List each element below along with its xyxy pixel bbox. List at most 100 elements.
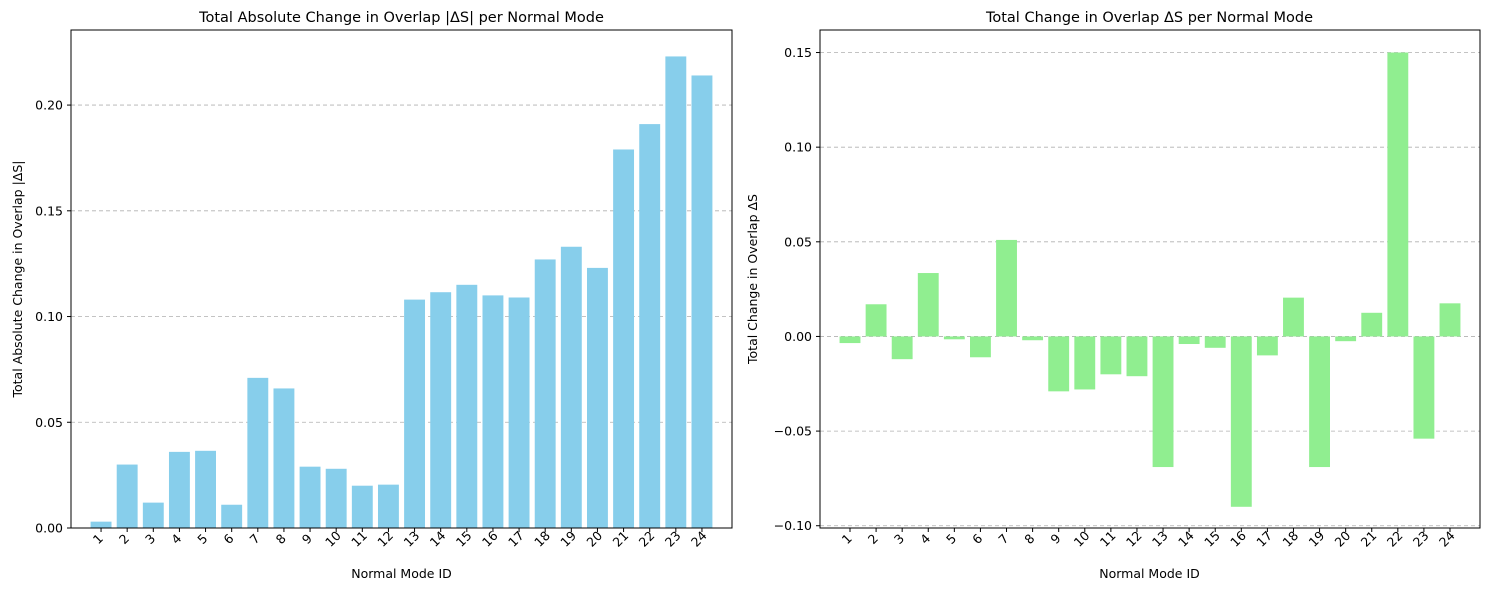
bar [1204,336,1226,348]
x-axis-label: Normal Mode ID [1099,566,1200,581]
bar [325,468,347,528]
bar [891,336,913,360]
bar [404,299,426,528]
bar [1413,336,1435,439]
x-tick-label: 24 [1436,528,1458,550]
x-tick-label: 3 [891,531,907,547]
x-tick-label: 11 [1097,528,1119,550]
x-axis-label: Normal Mode ID [351,566,452,581]
bar [996,239,1017,337]
x-tick-label: 7 [247,531,263,547]
chart-title: Total Change in Overlap ΔS per Normal Mo… [985,10,1313,26]
x-tick-label: 23 [1410,528,1432,550]
x-tick-label: 3 [142,531,158,547]
y-tick-label: 0.15 [35,203,63,218]
bar [430,292,452,528]
bar [142,502,164,528]
x-tick-label: 5 [943,531,959,547]
y-tick-label: 0.10 [35,309,63,324]
x-tick-label: 12 [1123,528,1145,550]
bar [377,484,399,528]
x-tick-label: 8 [1021,531,1037,547]
bar [534,259,556,528]
x-tick-label: 22 [1384,528,1406,550]
y-tick-label: 0.10 [784,140,812,155]
x-tick-label: 4 [168,531,184,547]
x-tick-label: 12 [374,528,396,550]
x-tick-label: 15 [453,528,475,550]
bar [90,521,112,528]
x-tick-label: 6 [220,531,236,547]
x-tick-label: 11 [348,528,370,550]
bar [1022,336,1044,341]
bar [691,75,713,528]
bar [247,377,269,528]
bar [839,336,861,344]
x-tick-label: 5 [194,531,210,547]
x-tick-label: 1 [839,531,855,547]
x-tick-label: 20 [1332,528,1354,550]
x-tick-label: 6 [969,531,985,547]
x-tick-label: 24 [688,528,710,550]
bar [1335,336,1357,342]
bar [586,267,608,528]
bar [560,246,582,528]
x-tick-label: 10 [322,528,344,550]
bar [1309,336,1330,468]
x-tick-label: 21 [1358,528,1380,550]
x-tick-label: 16 [1227,528,1249,550]
axis-ticks: −0.10−0.050.000.050.100.151 2 3 4 5 6 7 8 9 10 11 1… [774,45,1458,550]
bar [221,504,243,528]
x-tick-label: 17 [1253,528,1275,550]
y-tick-label: 0.05 [35,415,63,430]
bar [1230,336,1252,507]
bar [299,466,321,528]
x-tick-label: 23 [662,528,684,550]
bar [116,464,138,528]
plot-frame [819,29,1481,529]
x-tick-label: 13 [1149,528,1171,550]
x-tick-label: 20 [583,528,605,550]
chart-title: Total Absolute Change in Overlap |ΔS| pe… [198,10,604,26]
y-axis-label: Total Absolute Change in Overlap |ΔS| [10,161,25,399]
bar [865,304,887,337]
x-tick-label: 19 [557,528,579,550]
bar [195,450,217,528]
y-tick-label: 0.05 [784,234,812,249]
bar [482,295,504,528]
y-tick-label: 0.00 [35,521,63,536]
x-tick-label: 8 [273,531,289,547]
x-tick-label: 13 [400,528,422,550]
x-tick-label: 10 [1071,528,1093,550]
bar [273,388,295,528]
x-tick-label: 4 [917,531,933,547]
bar [1283,297,1304,337]
bar [1074,336,1096,390]
chart-absolute-change: Total Absolute Change in Overlap |ΔS| pe… [10,10,733,581]
x-tick-label: 18 [531,528,553,550]
bar [1126,336,1148,377]
bar [1100,336,1122,375]
x-tick-label: 19 [1305,528,1327,550]
bar [1178,336,1200,345]
bar [639,124,661,528]
chart-signed-change: Total Change in Overlap ΔS per Normal Mo… [745,10,1481,581]
bar [970,336,991,358]
x-tick-label: 9 [1047,531,1063,547]
x-tick-label: 15 [1201,528,1223,550]
bar [1152,336,1174,468]
bar [508,297,530,528]
x-tick-label: 18 [1279,528,1301,550]
bar [168,451,190,528]
x-tick-label: 1 [90,531,106,547]
bar [613,149,635,528]
bars [90,56,713,529]
x-tick-label: 21 [609,528,631,550]
bars [839,52,1461,507]
y-tick-label: 0.00 [784,329,812,344]
bar [456,284,478,528]
x-tick-label: 22 [636,528,658,550]
bar [943,336,965,340]
x-tick-label: 2 [116,531,132,547]
x-tick-label: 7 [995,531,1011,547]
